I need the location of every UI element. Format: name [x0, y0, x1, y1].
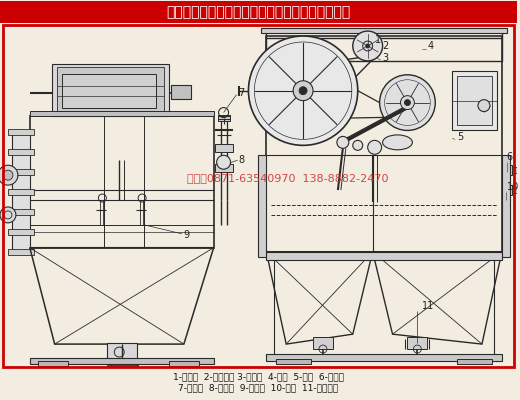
Bar: [107, 343, 137, 361]
Bar: [171, 85, 191, 99]
Bar: [8, 130, 34, 136]
Text: 9: 9: [184, 230, 190, 240]
Text: 6: 6: [507, 152, 513, 162]
Bar: [57, 67, 164, 112]
Bar: [512, 167, 519, 173]
Circle shape: [400, 96, 414, 110]
Circle shape: [337, 136, 349, 148]
Circle shape: [366, 44, 370, 48]
Bar: [8, 169, 34, 175]
Circle shape: [299, 87, 307, 95]
Text: 4: 4: [427, 41, 434, 51]
Bar: [8, 209, 34, 215]
Bar: [51, 64, 169, 116]
Circle shape: [353, 140, 363, 150]
Text: 7: 7: [239, 88, 245, 98]
Text: 云南昆明矿机厂系列隔膜式跳汰机内部结构示意图: 云南昆明矿机厂系列隔膜式跳汰机内部结构示意图: [166, 5, 350, 19]
Bar: [457, 76, 492, 126]
Bar: [3, 25, 514, 367]
Bar: [8, 229, 34, 235]
Bar: [262, 28, 507, 33]
Bar: [169, 361, 199, 366]
Circle shape: [293, 81, 313, 101]
Bar: [313, 337, 333, 349]
Bar: [215, 144, 232, 152]
Bar: [0, 1, 517, 23]
Circle shape: [217, 155, 230, 169]
Bar: [502, 165, 512, 175]
Bar: [61, 74, 156, 108]
Text: 11: 11: [422, 301, 435, 311]
Circle shape: [368, 140, 382, 154]
Text: 5: 5: [457, 132, 463, 142]
Bar: [276, 359, 311, 364]
Bar: [452, 71, 497, 130]
Bar: [266, 354, 502, 361]
Bar: [512, 187, 519, 193]
Text: 8: 8: [239, 155, 244, 165]
Bar: [457, 359, 492, 364]
Bar: [408, 337, 427, 349]
Bar: [218, 114, 229, 118]
Bar: [30, 358, 214, 364]
Bar: [502, 155, 510, 257]
Bar: [218, 116, 229, 120]
Bar: [30, 116, 214, 248]
Bar: [8, 249, 34, 255]
Text: 1: 1: [374, 35, 381, 45]
Circle shape: [3, 170, 13, 180]
Bar: [12, 132, 30, 252]
Text: 1-电动机  2-传动部分 3-分水器  4-摇臂  5-连杆  6-胶隔膜: 1-电动机 2-传动部分 3-分水器 4-摇臂 5-连杆 6-胶隔膜: [173, 372, 344, 381]
Bar: [30, 110, 214, 116]
Circle shape: [363, 41, 373, 51]
Circle shape: [249, 36, 358, 145]
Bar: [258, 155, 266, 257]
Bar: [266, 31, 502, 61]
Bar: [8, 149, 34, 155]
Text: 2: 2: [383, 41, 389, 51]
Circle shape: [405, 100, 410, 106]
Circle shape: [0, 207, 16, 223]
Bar: [502, 185, 512, 195]
Circle shape: [478, 100, 490, 112]
Bar: [266, 36, 502, 252]
Bar: [266, 252, 502, 260]
Bar: [38, 361, 68, 366]
Text: 7-跳汰室  8-隔膜室  9-跳汰室  10-机架  11-排矿活栓: 7-跳汰室 8-隔膜室 9-跳汰室 10-机架 11-排矿活栓: [178, 383, 339, 392]
Bar: [8, 189, 34, 195]
Bar: [215, 164, 232, 172]
Text: 3: 3: [383, 53, 389, 63]
Text: 洽询：0871-63540970  138-8882-2470: 洽询：0871-63540970 138-8882-2470: [187, 173, 389, 183]
Circle shape: [353, 31, 383, 61]
Ellipse shape: [383, 135, 412, 150]
Circle shape: [0, 165, 18, 185]
Text: 10: 10: [507, 182, 519, 192]
Circle shape: [380, 75, 435, 130]
